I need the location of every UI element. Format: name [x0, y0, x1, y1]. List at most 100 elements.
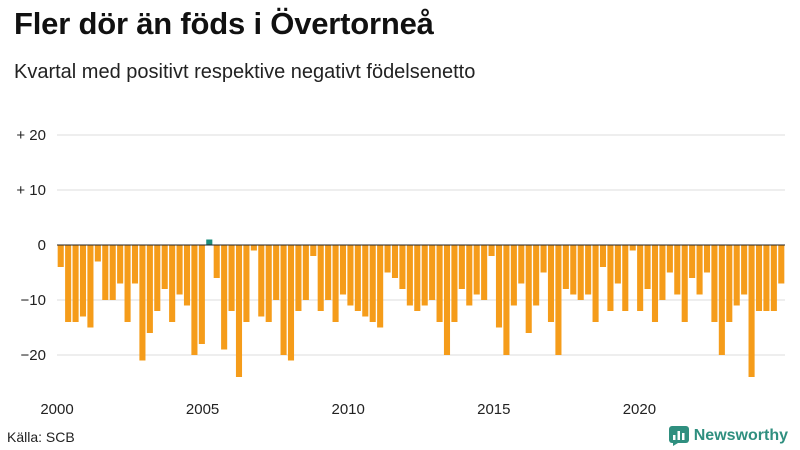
bar-negative — [718, 245, 725, 355]
bar-negative — [755, 245, 763, 311]
bar-negative — [711, 245, 718, 322]
bar-negative — [429, 245, 436, 300]
bar-negative — [659, 245, 666, 300]
bar-chart-logo-icon — [668, 426, 689, 446]
bar-negative — [577, 245, 584, 300]
y-tick-label: + 20 — [16, 127, 46, 144]
x-tick-label: 2000 — [40, 401, 73, 418]
bar-negative — [436, 245, 443, 322]
bar-negative — [347, 245, 354, 306]
bar-negative — [176, 245, 183, 295]
bar-negative — [191, 245, 198, 355]
bar-negative — [510, 245, 517, 306]
bar-negative — [770, 245, 777, 311]
bar-negative — [57, 245, 64, 267]
y-tick-label: −20 — [21, 347, 46, 364]
bar-negative — [72, 245, 79, 322]
bar-negative — [325, 245, 332, 300]
x-tick-label: 2010 — [332, 401, 365, 418]
bar-negative — [585, 245, 592, 295]
brand-logo: Newsworthy — [668, 426, 788, 446]
bar-negative — [243, 245, 250, 322]
bar-negative — [466, 245, 473, 306]
bar-chart: + 20 + 10 0 −10 −20 2000 2005 2010 2015 2020 — [16, 127, 785, 418]
bar-negative — [592, 245, 599, 322]
bar-negative — [235, 245, 243, 377]
bar-negative — [310, 245, 317, 256]
bar-negative — [703, 245, 711, 273]
x-tick-label: 2005 — [186, 401, 219, 418]
bar-negative — [273, 245, 280, 300]
bar-negative — [637, 245, 644, 311]
bar-negative — [458, 245, 465, 289]
bar-negative — [183, 245, 191, 306]
bar-negative — [154, 245, 161, 311]
bar-negative — [161, 245, 168, 289]
bar-negative — [317, 245, 324, 311]
bar-negative — [666, 245, 673, 273]
bar-negative — [525, 245, 532, 333]
y-tick-label: −10 — [21, 292, 46, 309]
bar-negative — [198, 245, 205, 344]
bar-negative — [607, 245, 614, 311]
bar-negative — [280, 245, 287, 355]
bar-negative — [221, 245, 228, 350]
bar-negative — [79, 245, 87, 317]
bar-negative — [629, 245, 636, 251]
bar-negative — [131, 245, 139, 284]
bar-negative — [384, 245, 391, 273]
x-tick-label: 2020 — [623, 401, 656, 418]
bar-negative — [674, 245, 681, 295]
bar-positive — [206, 239, 213, 245]
bar-negative — [748, 245, 755, 377]
bar-negative — [139, 245, 146, 361]
bar-negative — [265, 245, 272, 322]
brand-name: Newsworthy — [693, 427, 788, 444]
bar-negative — [622, 245, 629, 311]
bar-negative — [332, 245, 339, 322]
bar-negative — [94, 245, 101, 262]
bar-negative — [481, 245, 488, 300]
y-tick-label: 0 — [38, 237, 46, 254]
bar-negative — [406, 245, 413, 306]
bar-negative — [473, 245, 480, 295]
bar-negative — [391, 245, 399, 278]
bar-negative — [696, 245, 703, 295]
bar-negative — [726, 245, 733, 322]
source-note: Källa: SCB — [7, 429, 75, 445]
bar-negative — [547, 245, 555, 322]
bar-negative — [689, 245, 696, 278]
bar-negative — [555, 245, 562, 355]
bar-negative — [102, 245, 109, 300]
chart-subtitle: Kvartal med positivt respektive negativt… — [14, 61, 476, 83]
bar-negative — [518, 245, 525, 284]
bar-negative — [414, 245, 421, 311]
bar-negative — [644, 245, 651, 289]
bar-negative — [451, 245, 458, 322]
bar-negative — [570, 245, 577, 295]
bar-negative — [599, 245, 607, 267]
bar-negative — [295, 245, 302, 311]
bar-negative — [533, 245, 540, 306]
bar-negative — [503, 245, 510, 355]
bar-negative — [614, 245, 621, 284]
bar-negative — [258, 245, 265, 317]
y-tick-label: + 10 — [16, 182, 46, 199]
bar-negative — [562, 245, 569, 289]
bar-negative — [651, 245, 659, 322]
bar-negative — [495, 245, 503, 328]
bar-negative — [250, 245, 257, 251]
bar-negative — [733, 245, 740, 306]
bar-negative — [681, 245, 688, 322]
bar-negative — [65, 245, 72, 322]
bar-negative — [540, 245, 547, 273]
x-tick-label: 2015 — [477, 401, 510, 418]
bar-negative — [741, 245, 748, 295]
bar-negative — [369, 245, 376, 322]
bar-negative — [778, 245, 785, 284]
bar-negative — [362, 245, 369, 317]
bar-negative — [399, 245, 406, 289]
bar-negative — [146, 245, 153, 333]
bar-negative — [302, 245, 309, 300]
bar-negative — [87, 245, 94, 328]
